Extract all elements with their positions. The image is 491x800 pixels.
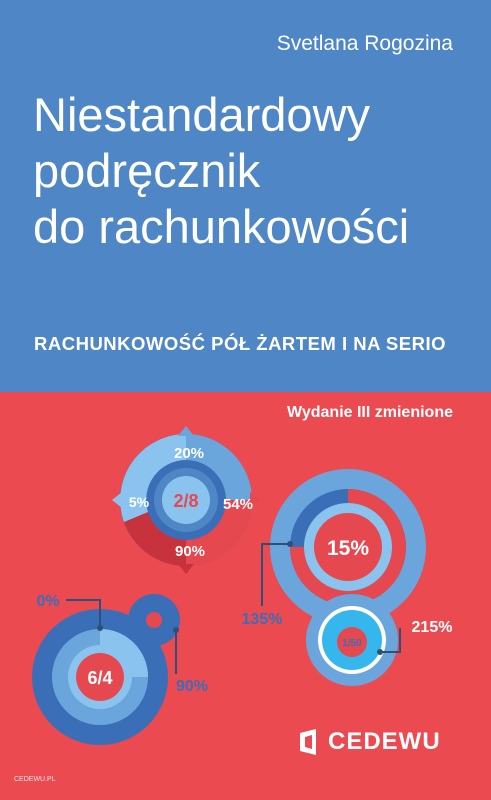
publisher-website: CEDEWU.PL	[14, 776, 56, 783]
ring-small-center-disc	[337, 627, 367, 657]
ring-left-segment	[100, 629, 148, 677]
ring-left-leader-bottom-dot	[173, 627, 179, 633]
ring-top: 2/8 20% 54% 90% 5%	[112, 426, 260, 574]
ring-left-center-disc	[76, 653, 124, 701]
title-line-1: Niestandardowy	[33, 88, 371, 141]
ring-left-label-bottom: 90%	[176, 678, 208, 695]
ring-top-arrow-left	[112, 492, 122, 508]
ring-left-label-top: 0%	[36, 593, 59, 610]
ring-right-leader	[261, 543, 290, 606]
ring-right-label: 135%	[242, 611, 283, 628]
ring-right: 15% 135%	[242, 469, 426, 628]
ring-top-segment-d	[120, 434, 186, 522]
ring-left-knob-hole	[146, 612, 162, 628]
book-subtitle: RACHUNKOWOŚĆ PÓŁ ŻARTEM I NA SERIO	[34, 333, 447, 354]
publisher-name: CEDEWU	[328, 728, 441, 755]
ring-left: 6/4 0% 90%	[32, 593, 208, 745]
ring-top-label-2: 54%	[223, 496, 253, 513]
ring-top-center-text: 2/8	[173, 491, 198, 511]
ring-left-leader-top-dot	[97, 625, 103, 631]
ring-right-center-disc	[314, 513, 382, 581]
ring-small-leader-dot	[377, 649, 383, 655]
publisher-logo: CEDEWU	[300, 728, 441, 756]
ring-top-segment-b	[186, 500, 252, 566]
ring-top-arrow-top	[178, 426, 194, 436]
ring-top-arrow-right	[250, 492, 260, 508]
ring-top-arrow-bottom	[178, 564, 194, 574]
ring-top-center-disc	[162, 476, 210, 524]
ring-left-center-text: 6/4	[87, 668, 112, 688]
ring-top-label-3: 90%	[175, 543, 205, 560]
ring-top-label-1: 20%	[174, 445, 204, 462]
ring-small-center-text: 1/50	[342, 638, 362, 649]
ring-right-center-text: 15%	[327, 537, 369, 560]
ring-small-leader	[380, 628, 401, 653]
title-line-3: do rachunkowości	[33, 200, 410, 253]
publisher-mark-icon	[300, 729, 316, 755]
ring-top-segment-c	[124, 512, 186, 566]
edition-label: Wydanie III zmienione	[287, 404, 453, 421]
author-name: Svetlana Rogozina	[276, 32, 453, 55]
ring-small: 1/50 215%	[306, 594, 452, 686]
ring-left-leader-top	[66, 599, 101, 628]
top-panel	[0, 0, 491, 392]
ring-small-label: 215%	[412, 619, 453, 636]
title-line-2: podręcznik	[33, 144, 261, 197]
infographic-illustration: 2/8 20% 54% 90% 5% 15% 135% 1/50	[32, 426, 452, 745]
book-title: Niestandardowy podręcznik do rachunkowoś…	[33, 87, 473, 255]
ring-top-label-4: 5%	[129, 494, 150, 510]
ring-top-segment-a	[186, 434, 252, 500]
ring-right-leader-dot	[287, 541, 293, 547]
